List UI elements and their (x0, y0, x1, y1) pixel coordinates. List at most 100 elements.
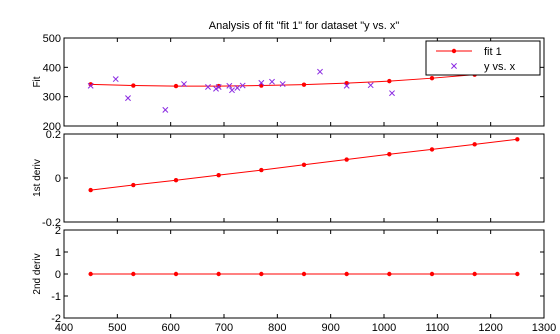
data-point (515, 137, 520, 142)
point-mark-stroke (258, 79, 265, 86)
data-point (173, 178, 179, 183)
x-tick-label: 900 (321, 322, 339, 334)
data-point (269, 78, 275, 85)
legend-entry-label[interactable]: fit 1 (484, 46, 502, 58)
data-point (301, 271, 307, 277)
point-mark-stroke (269, 78, 275, 85)
point-mark-stroke (125, 95, 131, 102)
data-point (259, 167, 264, 173)
y-axis-label: Fit (32, 76, 43, 87)
legend-entry-label[interactable]: y vs. x (484, 61, 516, 73)
series-curve (88, 271, 520, 277)
x-tick-label: 1000 (372, 322, 396, 334)
data-point (387, 152, 392, 157)
y-axis-label: 2nd deriv (32, 253, 43, 294)
x-tick-label: 400 (55, 322, 73, 334)
data-point (258, 79, 265, 86)
legend-marker (451, 63, 457, 69)
point-mark-stroke (279, 81, 286, 88)
y-tick-label: 500 (43, 33, 61, 45)
data-point (429, 75, 435, 81)
data-point (344, 271, 349, 277)
x-tick-label: 500 (108, 322, 126, 334)
y-tick-label: -2 (51, 313, 61, 325)
y-tick-label: 1 (55, 247, 61, 259)
data-point (125, 95, 131, 102)
legend[interactable]: fit 1 y vs. x (425, 40, 541, 76)
data-point (162, 106, 169, 113)
point-mark-stroke (389, 90, 395, 97)
series-y-vs-x (87, 66, 473, 113)
data-point (387, 271, 392, 277)
data-point (301, 82, 307, 87)
data-point (515, 271, 520, 277)
data-point (389, 90, 395, 97)
y-tick-label: 300 (43, 92, 61, 104)
y-tick-label: 400 (43, 62, 61, 74)
data-point (259, 271, 264, 277)
point-mark-stroke (239, 82, 246, 89)
y-tick-label: -1 (51, 291, 61, 303)
x-tick-label: 1200 (478, 322, 502, 334)
data-point (173, 83, 179, 89)
data-point (344, 157, 349, 162)
point-mark-stroke (234, 84, 241, 91)
point-mark-stroke (317, 68, 323, 75)
data-point (387, 78, 392, 84)
y-tick-label: 0 (55, 269, 61, 281)
data-point (88, 187, 93, 193)
y-tick-label: 0.2 (46, 129, 61, 141)
data-point (472, 142, 477, 147)
point-mark-stroke (343, 82, 350, 89)
data-point (216, 271, 221, 277)
data-point (213, 85, 219, 92)
point-mark-stroke (229, 87, 235, 94)
data-point (205, 84, 211, 90)
y-tick-label: 0 (55, 173, 61, 185)
data-point (216, 172, 221, 178)
data-point (301, 162, 307, 167)
data-point (239, 82, 246, 89)
plot-frame (63, 37, 545, 127)
panel-1: 200 300 400 500 Fit (32, 33, 545, 133)
data-point (181, 81, 187, 88)
x-tick-label: 800 (268, 322, 286, 334)
point-mark-stroke (112, 76, 119, 83)
point-mark-stroke (162, 106, 169, 113)
legend-box (425, 40, 541, 76)
x-tick-label: 1300 (532, 322, 556, 334)
point-mark-stroke (215, 84, 222, 90)
data-point (131, 271, 136, 277)
panel-3: -2 -1 0 1 2 400 500 600 700 800 900 1000 1100 1200 130… (32, 225, 556, 334)
point-mark-stroke (226, 82, 233, 89)
data-point (226, 82, 233, 89)
panel-2: -0.2 0 0.2 1st deriv (32, 129, 545, 229)
data-point (229, 87, 235, 94)
data-point (429, 271, 435, 277)
x-tick-label: 700 (215, 322, 233, 334)
point-mark-stroke (181, 81, 187, 88)
chart-title: Analysis of fit "fit 1" for dataset "y v… (209, 20, 400, 32)
y-tick-label: -0.2 (42, 217, 61, 229)
legend-marker (451, 48, 457, 54)
x-tick-label: 600 (161, 322, 179, 334)
data-point (429, 147, 435, 152)
data-point (112, 76, 119, 83)
data-point (173, 271, 179, 277)
point-mark-stroke (205, 84, 211, 90)
x-tick-label: 1100 (426, 322, 450, 334)
data-point (131, 83, 136, 88)
data-point (131, 182, 136, 188)
point-mark-stroke (87, 82, 94, 89)
data-point (88, 271, 93, 277)
data-point (367, 82, 374, 89)
data-point (472, 271, 477, 277)
y-tick-label: 200 (43, 121, 61, 133)
point-mark-stroke (367, 82, 374, 89)
point-mark-stroke (213, 85, 219, 92)
panels: 200 300 400 500 Fit -0.2 0 0.2 1st deriv -2 -1 0 1 2 4… (32, 33, 556, 334)
data-point (279, 81, 286, 88)
series-curve (88, 137, 520, 193)
data-point (317, 68, 323, 75)
